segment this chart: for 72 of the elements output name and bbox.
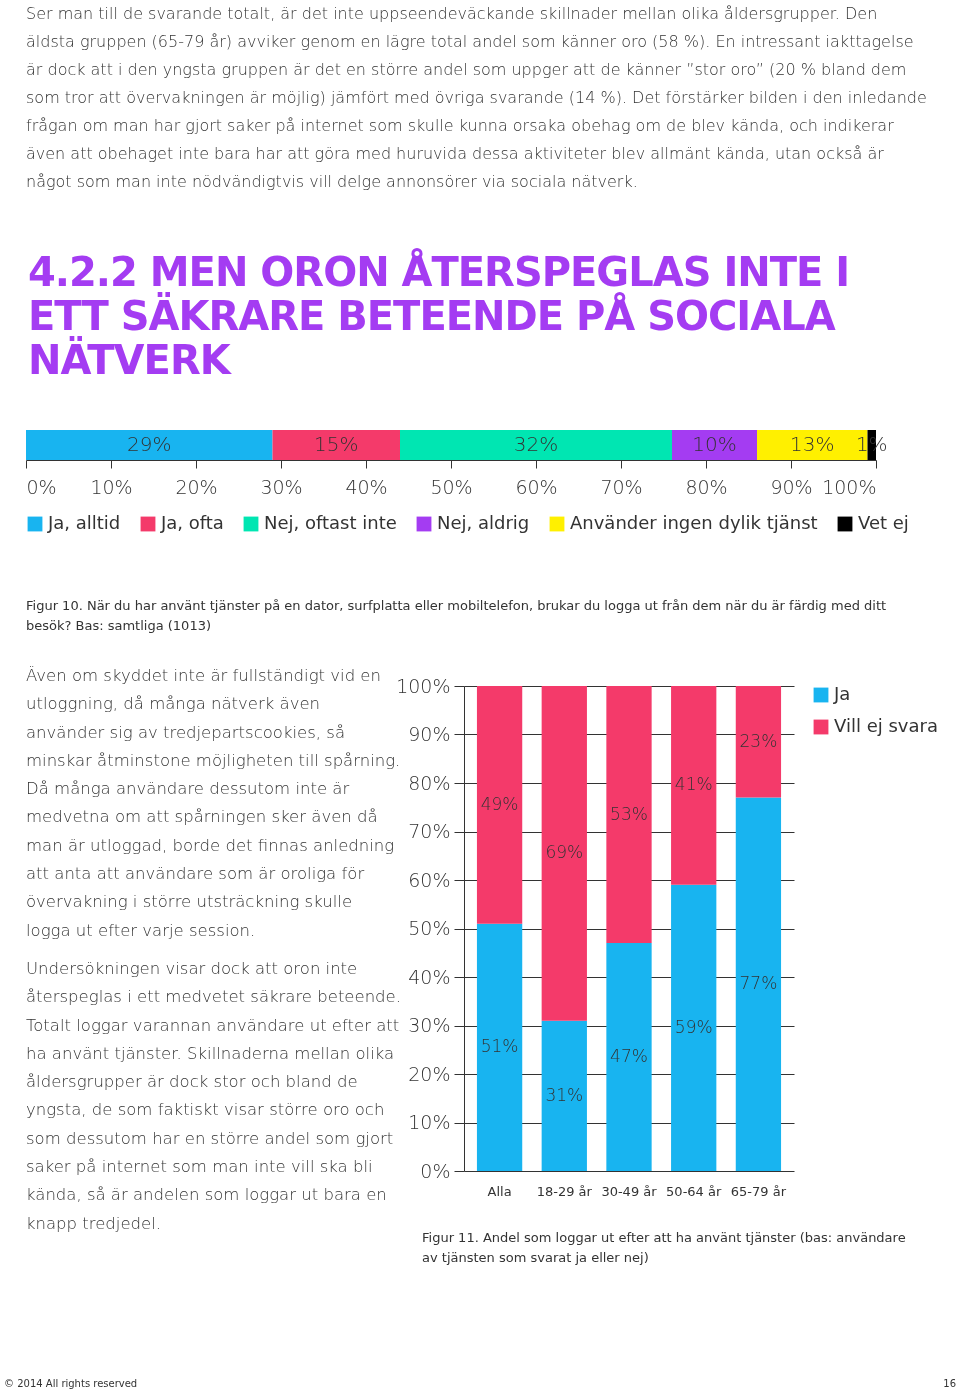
legend-label: Ja, ofta: [160, 512, 224, 533]
bar: [272, 430, 400, 460]
bar: [26, 430, 273, 460]
bar: [606, 686, 652, 944]
data-label: 32%: [513, 432, 559, 456]
text: © 2014 All rights reserved: [4, 1378, 138, 1389]
y-tick-label: 60%: [408, 868, 451, 891]
data-label: 51%: [480, 1036, 519, 1057]
text: 16: [943, 1378, 956, 1389]
legend-label: Nej, oftast inte: [264, 512, 397, 533]
y-tick-label: 80%: [408, 771, 451, 794]
data-label: 15%: [314, 432, 359, 456]
bar: [735, 686, 782, 798]
x-tick-label: 50-64 år: [666, 1183, 722, 1199]
bar: [476, 686, 523, 924]
legend-label: Vet ej: [858, 512, 909, 533]
y-tick-label: 90%: [408, 723, 451, 745]
bar: [735, 797, 782, 1171]
bar: [672, 430, 757, 460]
x-tick-label: 30%: [260, 475, 303, 498]
x-tick-label: 20%: [175, 475, 218, 498]
y-tick-label: 40%: [408, 965, 451, 988]
y-tick-label: 100%: [396, 674, 451, 697]
x-tick-label: 80%: [685, 475, 728, 498]
bar: [476, 923, 523, 1171]
x-tick-label: 30-49 år: [601, 1183, 658, 1199]
x-tick-label: 65-79 år: [730, 1183, 787, 1199]
data-label: 1%: [855, 432, 888, 456]
y-tick-label: 30%: [408, 1014, 451, 1036]
bar: [541, 1020, 587, 1171]
data-label: 31%: [545, 1084, 584, 1105]
legend-label: Ja: [833, 683, 851, 704]
y-tick-label: 70%: [408, 820, 451, 842]
x-tick-label: 50%: [430, 475, 473, 498]
data-label: 53%: [610, 803, 648, 824]
y-tick-label: 50%: [408, 917, 451, 939]
y-tick-label: 20%: [408, 1062, 451, 1085]
data-label: 29%: [127, 432, 172, 456]
data-label: 47%: [610, 1046, 648, 1067]
x-tick-label: 10%: [90, 475, 133, 498]
data-label: 77%: [739, 973, 778, 994]
x-tick-label: 90%: [770, 475, 813, 498]
text: Undersökningen visar dock att oron inte återspeglas i ett medvetet säkrare beteende. Totalt loggar varannan användare ut efter att ha använt tjänster. Skillnaderna mellan olika åldersgrupper är dock stor och bland de yngsta, de som faktiskt visar större oro och som dessutom har en större andel som gjort saker på internet som man inte vill ska bli kända, så är andelen som loggar ut bara en knapp tredjedel.: [26, 958, 401, 1233]
legend-label: Vill ej svara: [834, 715, 938, 736]
text: Figur 10. När du har använt tjänster på en dator, surfplatta eller mobiltelefon, brukar du logga ut från dem när du är färdig med ditt besök? Bas: samtliga (1013): [26, 597, 888, 635]
x-tick-label: 0%: [26, 475, 57, 498]
text: Ser man till de svarande totalt, är det inte uppseendeväckande skillnader mellan olika åldersgrupper. Den äldsta gruppen (65-79 år) avviker genom en lägre total andel som känner oro (58 %). En intressant iakttagelse är dock att i den yngsta gruppen är det en större andel som uppger att de känner ”stor oro” (20 % bland dem som tror att övervakningen är möjlig) jämfört med övriga svarande (14 %). Det förstärker bilden i den inledande frågan om man har gjort saker på internet som skulle kunna orsaka obehag om de blev kända, och indikerar även att obehaget inte bara har att göra med huruvida dessa aktiviteter blev allmänt kända, utan också är något som man inte nödvändigtvis vill delge annonsörer via sociala nätverk.: [26, 3, 928, 193]
data-label: 69%: [545, 842, 584, 863]
data-label: 41%: [674, 774, 713, 795]
text: Figur 11. Andel som loggar ut efter att ha använt tjänster (bas: användare av tjänsten som svarat ja eller nej): [422, 1229, 907, 1267]
data-label: 13%: [790, 432, 835, 456]
bar: [671, 686, 717, 885]
data-label: 59%: [674, 1016, 713, 1037]
data-label: 10%: [692, 432, 737, 456]
chart-title: 4.2.2 MEN ORON ÅTERSPEGLAS INTE I ETT SÄKRARE BETEENDE PÅ SOCIALA NÄTVERK: [28, 249, 851, 383]
bar: [671, 884, 717, 1171]
data-label: 49%: [480, 793, 519, 814]
data-label: 23%: [739, 730, 778, 751]
legend-label: Använder ingen dylik tjänst: [570, 512, 818, 533]
legend-label: Ja, alltid: [47, 512, 121, 533]
legend-label: Nej, aldrig: [437, 512, 530, 533]
bar: [606, 943, 652, 1171]
x-tick-label: 40%: [345, 475, 388, 498]
x-tick-label: 18-29 år: [536, 1183, 593, 1199]
bar: [400, 430, 672, 460]
x-tick-label: 70%: [600, 475, 643, 498]
y-tick-label: 10%: [408, 1111, 451, 1133]
bar: [541, 686, 587, 1021]
x-tick-label: 60%: [515, 475, 558, 498]
x-tick-label: 100%: [822, 475, 877, 498]
x-tick-label: Alla: [487, 1183, 512, 1199]
y-tick-label: 0%: [420, 1159, 451, 1182]
